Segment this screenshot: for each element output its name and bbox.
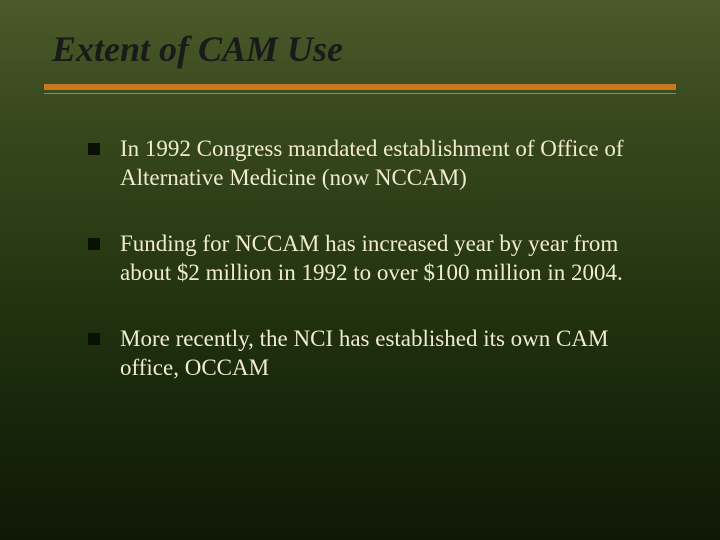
title-rule-thin	[44, 93, 676, 94]
bullet-text: In 1992 Congress mandated establishment …	[120, 134, 672, 193]
slide: Extent of CAM Use In 1992 Congress manda…	[0, 0, 720, 540]
bullet-text: More recently, the NCI has established i…	[120, 324, 672, 383]
bullet-square-icon	[88, 238, 100, 250]
title-rule-thick	[44, 84, 676, 90]
slide-title: Extent of CAM Use	[52, 28, 672, 70]
bullet-square-icon	[88, 333, 100, 345]
bullet-square-icon	[88, 143, 100, 155]
list-item: Funding for NCCAM has increased year by …	[88, 229, 672, 288]
list-item: In 1992 Congress mandated establishment …	[88, 134, 672, 193]
bullet-text: Funding for NCCAM has increased year by …	[120, 229, 672, 288]
list-item: More recently, the NCI has established i…	[88, 324, 672, 383]
bullet-list: In 1992 Congress mandated establishment …	[64, 134, 672, 383]
